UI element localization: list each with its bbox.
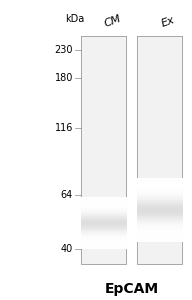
FancyBboxPatch shape: [137, 36, 182, 264]
Text: EpCAM: EpCAM: [104, 282, 159, 296]
Text: 40: 40: [61, 244, 73, 254]
Text: 230: 230: [55, 45, 73, 55]
Text: kDa: kDa: [65, 14, 84, 24]
Text: CM: CM: [103, 13, 123, 28]
Text: 64: 64: [61, 190, 73, 200]
Text: 180: 180: [55, 73, 73, 83]
Text: 116: 116: [55, 123, 73, 133]
FancyBboxPatch shape: [81, 36, 126, 264]
Text: Ex: Ex: [160, 14, 176, 28]
